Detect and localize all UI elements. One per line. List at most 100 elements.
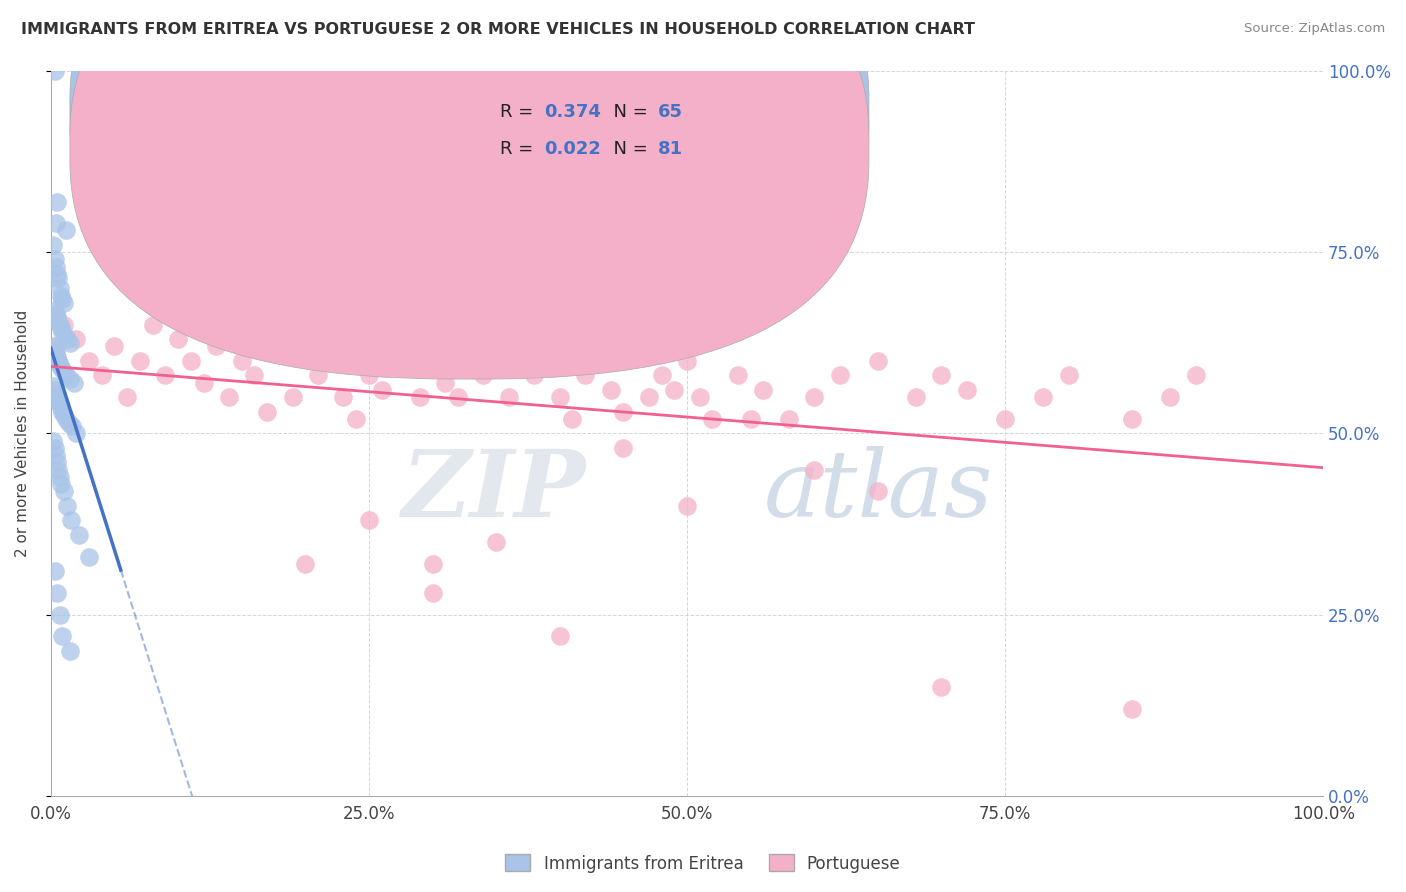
Point xyxy=(180,354,202,368)
Point xyxy=(422,557,444,571)
FancyBboxPatch shape xyxy=(70,0,869,379)
Point xyxy=(1185,368,1208,383)
Point xyxy=(45,307,67,321)
Point xyxy=(344,412,367,426)
Point xyxy=(48,397,70,411)
Point xyxy=(48,354,70,368)
Point xyxy=(599,383,621,397)
Point xyxy=(702,412,724,426)
Point xyxy=(676,499,699,513)
Point xyxy=(727,368,749,383)
Point xyxy=(586,354,609,368)
Point xyxy=(447,390,470,404)
Point xyxy=(48,393,70,408)
Point xyxy=(231,354,253,368)
Point xyxy=(689,390,711,404)
Point xyxy=(1121,702,1143,716)
Point xyxy=(59,644,82,658)
Point xyxy=(676,354,699,368)
Point xyxy=(332,390,354,404)
Point xyxy=(536,354,558,368)
Point xyxy=(42,339,65,353)
Point xyxy=(46,339,69,353)
Point xyxy=(904,390,927,404)
Point xyxy=(51,629,73,643)
Point xyxy=(637,390,659,404)
Text: ZIP: ZIP xyxy=(401,446,585,536)
Point xyxy=(48,314,70,328)
Point xyxy=(46,194,69,209)
Text: 81: 81 xyxy=(658,140,683,158)
Point xyxy=(67,528,90,542)
Point xyxy=(803,390,825,404)
Point xyxy=(46,390,69,404)
Point xyxy=(48,463,70,477)
Point xyxy=(778,412,800,426)
Point xyxy=(460,339,482,353)
Point xyxy=(523,368,546,383)
Point xyxy=(46,267,69,281)
Point xyxy=(740,412,762,426)
Point xyxy=(44,383,66,397)
Point xyxy=(77,354,100,368)
Point xyxy=(75,158,97,172)
Point xyxy=(485,535,508,549)
Point xyxy=(58,416,80,430)
Point xyxy=(48,318,70,332)
Point xyxy=(218,390,240,404)
Point xyxy=(44,343,66,357)
Point xyxy=(548,629,571,643)
Point xyxy=(48,281,70,295)
Point xyxy=(49,361,72,376)
Point xyxy=(357,513,380,527)
Text: R =: R = xyxy=(501,140,538,158)
Point xyxy=(115,390,138,404)
Point xyxy=(55,223,77,237)
Point xyxy=(561,412,583,426)
Point xyxy=(1057,368,1080,383)
Point xyxy=(62,376,84,390)
FancyBboxPatch shape xyxy=(433,86,725,176)
Text: 0.374: 0.374 xyxy=(544,103,602,120)
Point xyxy=(49,401,72,415)
Point xyxy=(48,470,70,484)
Point xyxy=(46,455,69,469)
Point xyxy=(243,368,266,383)
Point xyxy=(510,318,533,332)
Point xyxy=(44,564,66,578)
Point xyxy=(167,332,190,346)
Point xyxy=(52,365,75,379)
Point xyxy=(59,372,82,386)
Point xyxy=(55,412,77,426)
Point xyxy=(294,557,316,571)
Point xyxy=(382,339,405,353)
Point xyxy=(485,354,508,368)
Point xyxy=(46,351,69,365)
Point xyxy=(51,405,73,419)
Point xyxy=(396,354,419,368)
Point xyxy=(828,368,851,383)
Text: atlas: atlas xyxy=(763,446,993,536)
Point xyxy=(624,339,647,353)
Point xyxy=(155,368,177,383)
Point xyxy=(422,354,444,368)
Point xyxy=(46,586,69,600)
Point xyxy=(49,289,72,303)
Point xyxy=(55,368,77,383)
Point xyxy=(45,260,67,274)
Point xyxy=(664,383,686,397)
Point xyxy=(49,477,72,491)
Text: IMMIGRANTS FROM ERITREA VS PORTUGUESE 2 OR MORE VEHICLES IN HOUSEHOLD CORRELATIO: IMMIGRANTS FROM ERITREA VS PORTUGUESE 2 … xyxy=(21,22,976,37)
Point xyxy=(44,252,66,267)
Point xyxy=(44,441,66,455)
Point xyxy=(269,339,291,353)
Point xyxy=(51,325,73,339)
Point xyxy=(42,379,65,393)
Point xyxy=(45,347,67,361)
Point xyxy=(62,419,84,434)
Point xyxy=(1032,390,1054,404)
Point xyxy=(52,484,75,499)
Point xyxy=(48,270,70,285)
Point xyxy=(53,328,76,343)
Point xyxy=(52,318,75,332)
